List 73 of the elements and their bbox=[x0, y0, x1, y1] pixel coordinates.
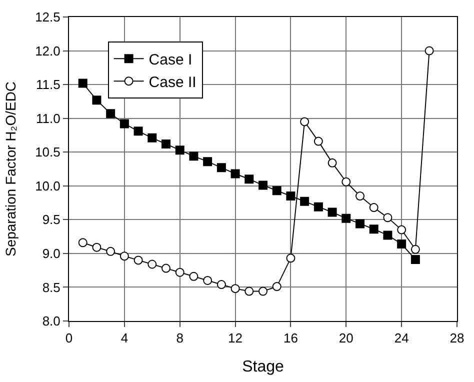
point bbox=[162, 140, 170, 148]
x-tick-label: 12 bbox=[228, 330, 243, 346]
point bbox=[244, 286, 254, 296]
legend-label: Case II bbox=[148, 74, 196, 91]
point bbox=[383, 230, 392, 240]
point bbox=[369, 203, 378, 212]
point bbox=[162, 264, 170, 273]
point bbox=[134, 126, 143, 136]
y-tick-label: 9.0 bbox=[42, 246, 60, 261]
point bbox=[397, 239, 406, 248]
point bbox=[189, 152, 198, 161]
point bbox=[356, 192, 364, 201]
x-tick-label: 8 bbox=[176, 330, 184, 346]
point bbox=[342, 214, 351, 223]
point bbox=[424, 46, 434, 56]
point bbox=[175, 146, 184, 155]
x-tick-label: 20 bbox=[338, 330, 354, 346]
point bbox=[120, 252, 129, 261]
point bbox=[300, 117, 310, 126]
point bbox=[244, 174, 254, 184]
point bbox=[410, 255, 420, 264]
y-axis-title: Separation Factor H₂O/EDC bbox=[2, 81, 19, 257]
point bbox=[92, 242, 102, 252]
point bbox=[272, 282, 282, 292]
point bbox=[342, 177, 351, 186]
point bbox=[383, 213, 392, 222]
point bbox=[286, 192, 296, 201]
point bbox=[203, 157, 212, 166]
y-tick-label: 10.0 bbox=[35, 178, 60, 194]
y-tick-label: 9.5 bbox=[42, 212, 60, 228]
point bbox=[410, 244, 420, 254]
point bbox=[328, 158, 337, 168]
point bbox=[78, 78, 88, 88]
point bbox=[120, 119, 129, 128]
point bbox=[258, 180, 268, 190]
point bbox=[397, 225, 406, 234]
y-tick-label: 12.5 bbox=[35, 10, 60, 25]
x-tick-label: 24 bbox=[394, 330, 409, 346]
y-tick-label: 11.5 bbox=[36, 77, 60, 92]
point bbox=[328, 208, 337, 217]
point bbox=[134, 256, 143, 265]
x-axis-title: Stage bbox=[242, 358, 284, 376]
point bbox=[175, 268, 184, 277]
legend-label: Case I bbox=[148, 51, 192, 68]
x-tick-label: 28 bbox=[450, 330, 464, 346]
point bbox=[216, 280, 226, 290]
y-tick-label: 8.0 bbox=[42, 314, 60, 329]
point bbox=[314, 136, 323, 146]
point bbox=[148, 133, 157, 142]
point bbox=[286, 254, 296, 263]
y-tick-label: 11.0 bbox=[36, 110, 60, 126]
point bbox=[356, 219, 364, 228]
point bbox=[369, 224, 378, 234]
point bbox=[314, 202, 323, 212]
x-tick-label: 4 bbox=[120, 330, 128, 346]
point bbox=[92, 96, 102, 105]
point bbox=[106, 246, 116, 256]
y-tick-label: 10.5 bbox=[35, 144, 60, 160]
point bbox=[189, 272, 198, 281]
point bbox=[230, 169, 240, 178]
y-tick-label: 12.0 bbox=[35, 43, 60, 58]
point bbox=[203, 276, 212, 285]
x-tick-label: 0 bbox=[65, 330, 73, 346]
x-tick-label: 16 bbox=[283, 330, 298, 346]
point bbox=[148, 260, 157, 269]
point bbox=[78, 238, 88, 248]
point bbox=[230, 284, 240, 294]
point bbox=[258, 286, 268, 296]
point bbox=[300, 196, 310, 206]
point bbox=[216, 163, 226, 172]
point bbox=[106, 109, 116, 118]
point bbox=[272, 186, 282, 196]
y-tick-label: 8.5 bbox=[42, 280, 60, 295]
